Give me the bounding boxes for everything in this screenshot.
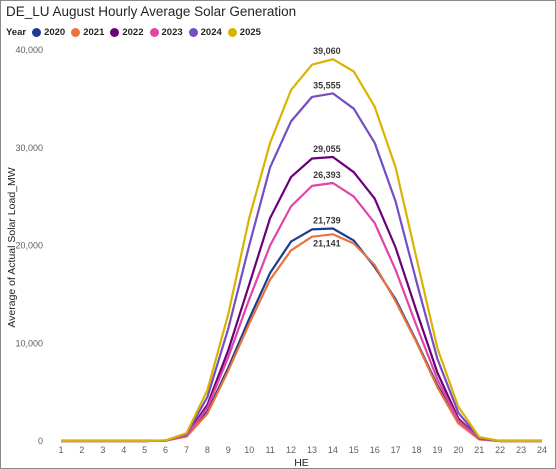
legend-item-2025[interactable]: 2025 — [227, 27, 261, 38]
x-tick-label: 5 — [142, 445, 147, 455]
x-tick-label: 4 — [121, 445, 126, 455]
y-tick-label: 20,000 — [15, 241, 43, 251]
x-tick-label: 23 — [516, 445, 526, 455]
x-tick-label: 7 — [184, 445, 189, 455]
y-tick-label: 0 — [38, 436, 43, 446]
x-tick-label: 8 — [205, 445, 210, 455]
data-label-2023: 26,393 — [313, 170, 341, 180]
legend-item-2023[interactable]: 2023 — [149, 27, 183, 38]
x-tick-label: 24 — [537, 445, 547, 455]
series-line-2023 — [61, 181, 542, 443]
y-tick-label: 40,000 — [15, 45, 43, 55]
legend-item-2022[interactable]: 2022 — [110, 27, 144, 38]
legend-marker-2022 — [110, 28, 120, 37]
x-tick-label: 20 — [453, 445, 463, 455]
series-line-2022 — [61, 155, 542, 443]
legend-label-2020: 2020 — [44, 27, 66, 38]
x-tick-label: 9 — [226, 445, 231, 455]
legend-marker-2024 — [188, 28, 198, 37]
legend-item-2021[interactable]: 2021 — [71, 27, 104, 38]
legend-marker-2021 — [71, 28, 81, 37]
x-tick-label: 3 — [100, 445, 105, 455]
x-tick-label: 21 — [474, 445, 484, 455]
legend: Year 2020 2021 2022 2023 2024 2025 — [6, 27, 267, 38]
x-tick-label: 10 — [244, 445, 254, 455]
x-axis-title: HE — [294, 457, 309, 469]
legend-item-2024[interactable]: 2024 — [188, 27, 222, 38]
data-label-2021: 21,141 — [313, 238, 341, 248]
legend-label-2022: 2022 — [122, 27, 144, 38]
legend-marker-2020 — [32, 28, 42, 37]
x-tick-label: 6 — [163, 445, 168, 455]
x-tick-label: 2 — [79, 445, 84, 455]
y-tick-label: 30,000 — [15, 143, 43, 153]
legend-label-2024: 2024 — [200, 27, 222, 38]
legend-item-2020[interactable]: 2020 — [32, 27, 65, 38]
data-label-2022: 29,055 — [313, 144, 341, 154]
x-tick-label: 19 — [432, 445, 442, 455]
x-tick-label: 11 — [265, 445, 274, 455]
series-line-2024 — [61, 92, 542, 443]
x-tick-label: 14 — [328, 445, 338, 455]
data-label-2024: 35,555 — [313, 80, 341, 90]
legend-label-2023: 2023 — [161, 27, 183, 38]
chart-title: DE_LU August Hourly Average Solar Genera… — [6, 4, 297, 19]
legend-title: Year — [6, 27, 27, 38]
x-tick-label: 12 — [286, 445, 296, 455]
series-line-2021 — [61, 233, 542, 443]
x-tick-label: 15 — [349, 445, 359, 455]
series-line-2020 — [61, 227, 542, 443]
y-tick-label: 10,000 — [15, 338, 43, 348]
x-tick-label: 13 — [307, 445, 317, 455]
y-axis-title: Average of Actual Solar Load_MW — [6, 167, 18, 327]
series-line-2025 — [61, 58, 542, 443]
x-tick-label: 18 — [412, 445, 422, 455]
x-tick-label: 22 — [495, 445, 505, 455]
x-tick-label: 1 — [58, 445, 63, 455]
x-tick-label: 17 — [391, 445, 401, 455]
legend-marker-2025 — [227, 28, 237, 37]
legend-marker-2023 — [149, 28, 159, 37]
data-label-2025: 39,060 — [313, 46, 341, 56]
data-label-2020: 21,739 — [313, 216, 341, 226]
x-tick-label: 16 — [370, 445, 380, 455]
legend-label-2021: 2021 — [83, 27, 105, 38]
legend-label-2025: 2025 — [239, 27, 261, 38]
